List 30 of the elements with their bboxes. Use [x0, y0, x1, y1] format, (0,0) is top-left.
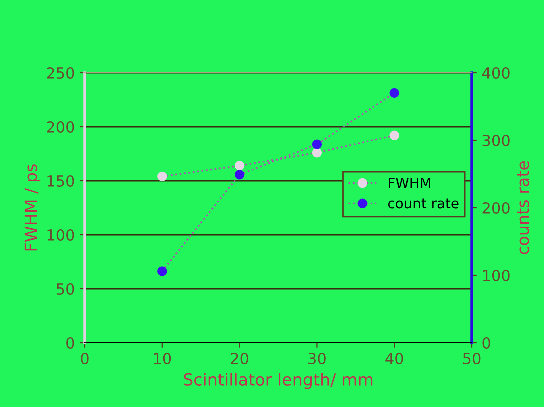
y2-tick-label: 100: [483, 270, 510, 282]
x-tick-label: 30: [308, 352, 326, 365]
y-tick-label: 100: [48, 229, 74, 242]
y-tick-label: 150: [48, 175, 74, 188]
y-tick-label: 0: [66, 337, 74, 350]
legend-label: FWHM: [389, 178, 430, 188]
point: [234, 161, 245, 171]
y2-axis-title: counts rate: [517, 161, 530, 255]
point: [234, 170, 245, 180]
point: [312, 148, 322, 158]
x-tick-label: 20: [231, 352, 249, 365]
y-tick-label: 200: [47, 121, 74, 134]
y2-tick-label: 0: [482, 337, 490, 350]
x-tick-label: 10: [154, 352, 172, 365]
y2-tick-label: 300: [482, 134, 510, 147]
x-tick-label: 0: [81, 352, 89, 365]
y-tick-label: 50: [57, 283, 74, 296]
x-axis-title: Scintillator length/ mm: [184, 373, 373, 390]
y-tick-label: 250: [47, 67, 74, 80]
point: [390, 130, 400, 140]
y-axis-title: FWHM / ps: [24, 164, 41, 251]
point: [158, 266, 168, 276]
point: [390, 88, 400, 98]
x-tick-label: 40: [386, 352, 404, 365]
x-tick-label: 50: [463, 352, 481, 365]
y2-tick-label: 200: [482, 202, 510, 214]
legend-label: count rate: [388, 198, 459, 209]
point: [312, 140, 322, 150]
y2-tick-label: 400: [482, 67, 510, 80]
point: [158, 172, 168, 182]
